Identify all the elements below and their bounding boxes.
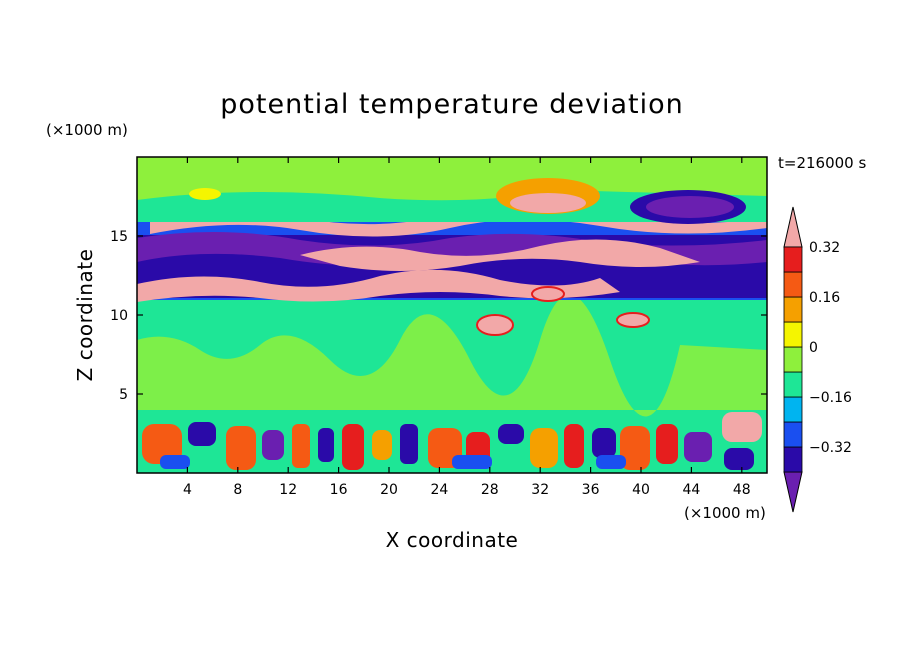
time-label: t=216000 s [778, 154, 866, 172]
plot-area [137, 157, 767, 473]
field-top-yellow-blob [189, 188, 221, 200]
x-tick-label: 32 [531, 482, 549, 498]
x-tick-label: 44 [682, 482, 700, 498]
colorbar-label: −0.16 [809, 390, 852, 406]
x-tick-label: 16 [330, 482, 348, 498]
field-warm-blob-2 [616, 312, 650, 328]
chart-title: potential temperature deviation [220, 89, 683, 120]
x-tick-label: 24 [430, 482, 448, 498]
colorbar-swatch [783, 421, 803, 448]
field-mid-cells [137, 294, 767, 417]
colorbar: 0.32 0.16 0 −0.16 −0.32 [783, 206, 852, 513]
field-top-warm-core [510, 193, 586, 213]
x-tick-label: 28 [481, 482, 499, 498]
x-tick-label: 36 [582, 482, 600, 498]
field-warm-blob-3 [531, 286, 565, 302]
colorbar-swatch [783, 296, 803, 323]
field-warm-blob-1 [476, 314, 514, 336]
y-axis: 5 10 15 Z coordinate [73, 229, 767, 403]
colorbar-label: −0.32 [809, 440, 852, 456]
colorbar-label: 0.16 [809, 290, 840, 306]
colorbar-min-arrow [783, 471, 803, 513]
colorbar-swatch [783, 396, 803, 423]
x-tick-label: 12 [279, 482, 297, 498]
x-tick-label: 4 [183, 482, 192, 498]
x-tick-label: 8 [233, 482, 242, 498]
x-axis-label: X coordinate [386, 528, 519, 552]
field-top-cold-core [646, 196, 734, 218]
y-tick-label: 10 [110, 308, 128, 324]
x-tick-label: 40 [632, 482, 650, 498]
y-unit-label: (×1000 m) [46, 121, 128, 139]
colorbar-swatch [783, 321, 803, 348]
y-tick-label: 5 [119, 387, 128, 403]
y-tick-label: 15 [110, 229, 128, 245]
colorbar-swatch [783, 271, 803, 298]
x-tick-label: 20 [380, 482, 398, 498]
field-upper-warm-band [300, 239, 700, 271]
field-upper-warm-lower [137, 269, 620, 302]
colorbar-max-arrow [783, 206, 803, 248]
x-unit-label: (×1000 m) [684, 504, 766, 522]
colorbar-label: 0 [809, 340, 818, 356]
colorbar-swatch [783, 446, 803, 473]
x-tick-label: 48 [733, 482, 751, 498]
y-axis-label: Z coordinate [73, 249, 97, 382]
colorbar-swatch [783, 246, 803, 273]
colorbar-label: 0.32 [809, 240, 840, 256]
colorbar-swatch [783, 371, 803, 398]
field-top-cyan [137, 190, 767, 222]
field-bl-cells [142, 412, 762, 470]
x-axis: 4 8 12 16 20 24 28 32 36 40 44 48 (×1000 m) X coord… [183, 157, 766, 552]
colorbar-swatch [783, 346, 803, 373]
